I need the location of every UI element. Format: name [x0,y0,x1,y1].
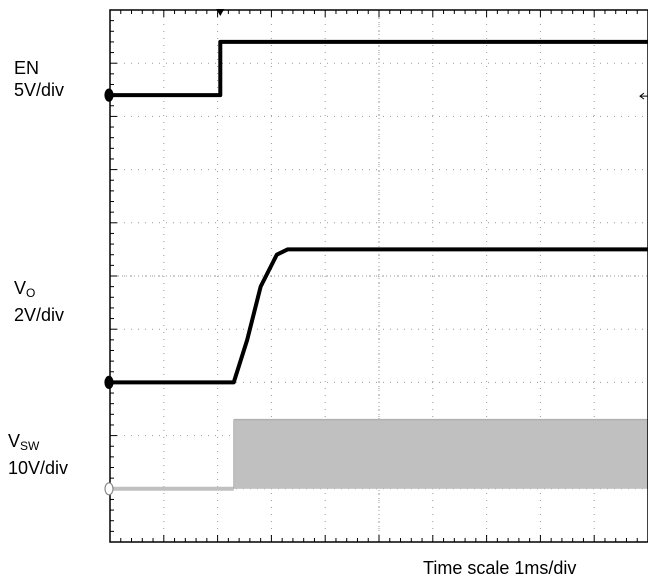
trigger-position-marker [216,9,225,16]
en-channel-label: EN 5V/div [14,57,64,101]
time-scale-label: Time scale 1ms/div [423,558,577,578]
vo-scale: 2V/div [14,305,65,325]
vo-trace [110,247,648,385]
vsw-scale: 10V/div [8,458,69,478]
plot-frame [109,9,648,543]
vo-channel-label: VO 2V/div [14,277,64,326]
en-scale: 5V/div [14,80,65,100]
vsw-channel-label: VSW 10V/div [8,430,68,479]
plot-traces [110,39,648,491]
vsw-switching-band [233,419,648,489]
vo-name: V [14,278,27,298]
vo-subscript: O [26,286,36,300]
en-name: EN [14,58,40,78]
en-trace [110,39,648,98]
vsw-subscript: SW [20,439,40,453]
en-ground-marker [104,88,114,102]
vo-ground-marker [104,375,114,389]
ground-markers [104,9,648,496]
vsw-ground-marker [104,482,114,496]
vsw-name: V [8,431,21,451]
